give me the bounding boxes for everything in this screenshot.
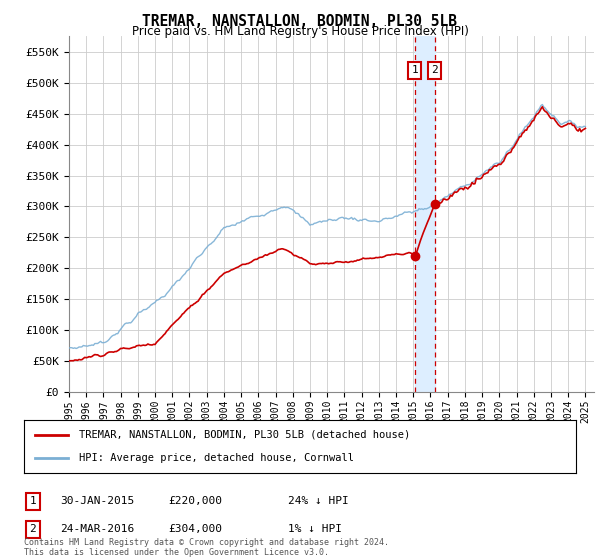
Text: £304,000: £304,000 <box>168 524 222 534</box>
Text: Contains HM Land Registry data © Crown copyright and database right 2024.
This d: Contains HM Land Registry data © Crown c… <box>24 538 389 557</box>
Text: 24% ↓ HPI: 24% ↓ HPI <box>288 496 349 506</box>
Text: 2: 2 <box>29 524 37 534</box>
Text: 1: 1 <box>29 496 37 506</box>
Bar <box>415 36 435 392</box>
Text: HPI: Average price, detached house, Cornwall: HPI: Average price, detached house, Corn… <box>79 453 354 463</box>
Text: Price paid vs. HM Land Registry's House Price Index (HPI): Price paid vs. HM Land Registry's House … <box>131 25 469 38</box>
Text: 24-MAR-2016: 24-MAR-2016 <box>60 524 134 534</box>
Text: TREMAR, NANSTALLON, BODMIN, PL30 5LB (detached house): TREMAR, NANSTALLON, BODMIN, PL30 5LB (de… <box>79 430 410 440</box>
Text: TREMAR, NANSTALLON, BODMIN, PL30 5LB: TREMAR, NANSTALLON, BODMIN, PL30 5LB <box>143 14 458 29</box>
Text: 1% ↓ HPI: 1% ↓ HPI <box>288 524 342 534</box>
Text: 30-JAN-2015: 30-JAN-2015 <box>60 496 134 506</box>
Text: £220,000: £220,000 <box>168 496 222 506</box>
Text: 1: 1 <box>411 66 418 76</box>
Text: 2: 2 <box>431 66 438 76</box>
